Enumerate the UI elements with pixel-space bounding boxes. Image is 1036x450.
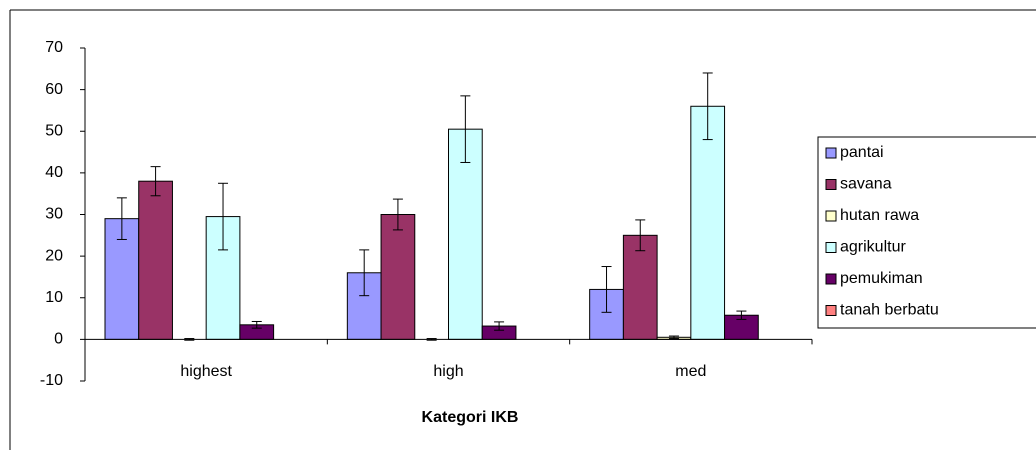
y-tick-label: 50: [45, 122, 63, 139]
legend-swatch: [826, 306, 836, 316]
legend-label: savana: [840, 176, 892, 193]
legend-swatch: [826, 148, 836, 158]
legend-label: tanah berbatu: [840, 302, 939, 319]
y-tick-label: -10: [40, 372, 63, 389]
x-tick-label: highest: [180, 363, 232, 380]
y-tick-label: 0: [54, 331, 63, 348]
y-tick-label: 10: [45, 289, 63, 306]
legend-swatch: [826, 180, 836, 190]
legend-label: hutan rawa: [840, 207, 919, 224]
legend-label: agrikultur: [840, 239, 906, 256]
legend-label: pantai: [840, 144, 884, 161]
chart: Kategori IKB -10 0 10 20 30 40 50 60 70 highest hi…: [0, 0, 1036, 450]
y-tick-label: 20: [45, 247, 63, 264]
y-tick-label: 30: [45, 206, 63, 223]
y-tick-label: 70: [45, 39, 63, 56]
bar: [691, 106, 725, 339]
legend-swatch: [826, 243, 836, 253]
x-axis-title: Kategori IKB: [422, 409, 519, 426]
legend-swatch: [826, 274, 836, 284]
legend-box: [818, 137, 1036, 328]
x-tick-label: high: [433, 363, 463, 380]
bar: [139, 181, 173, 339]
bar: [381, 215, 415, 340]
y-tick-label: 40: [45, 164, 63, 181]
y-tick-label: 60: [45, 81, 63, 98]
legend-swatch: [826, 211, 836, 221]
x-tick-label: med: [675, 363, 706, 380]
legend-label: pemukiman: [840, 270, 923, 287]
